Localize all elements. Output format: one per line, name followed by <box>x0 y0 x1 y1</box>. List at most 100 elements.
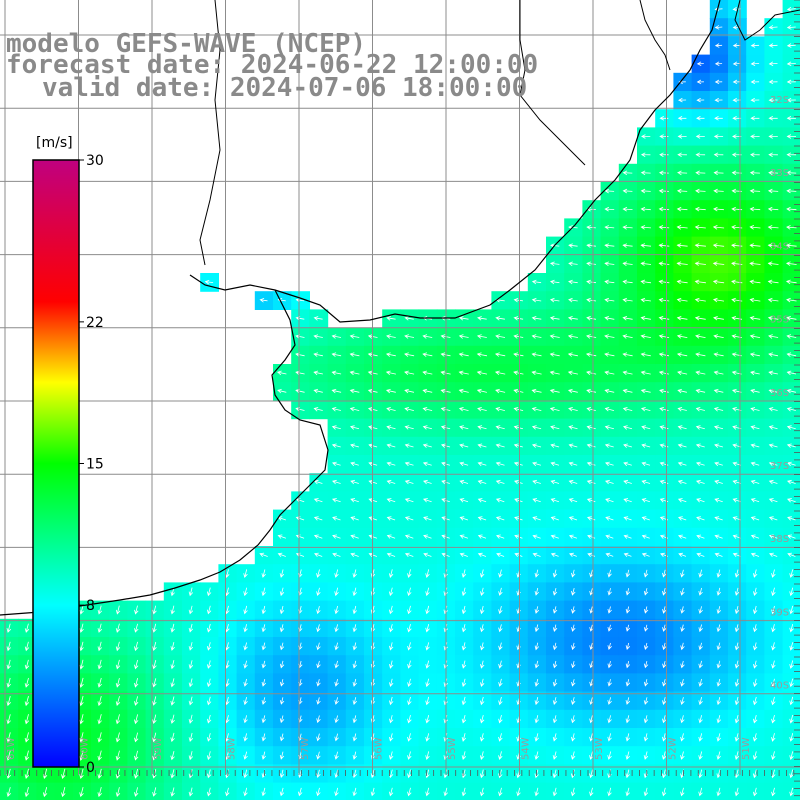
wind-arrow <box>768 461 778 467</box>
wind-arrow <box>643 787 649 797</box>
wind-arrow <box>532 552 541 558</box>
wind-arrow <box>716 715 721 724</box>
wind-arrow <box>513 316 524 321</box>
wind-arrow <box>696 516 705 521</box>
wind-arrow <box>425 787 430 797</box>
wind-arrow <box>334 678 339 687</box>
wind-arrow <box>786 97 796 103</box>
latitude-label: 36S <box>770 388 789 399</box>
wind-arrow <box>79 659 84 670</box>
wind-arrow <box>386 334 396 339</box>
wind-arrow <box>786 316 797 321</box>
wind-arrow <box>458 407 469 412</box>
wind-arrow <box>6 623 12 633</box>
wind-arrow <box>694 225 706 230</box>
wind-arrow <box>571 733 576 742</box>
wind-arrow <box>425 696 430 706</box>
wind-arrow <box>698 606 703 614</box>
wind-arrow <box>188 623 194 633</box>
wind-arrow <box>152 732 157 743</box>
wind-arrow <box>767 279 779 285</box>
wind-arrow <box>170 678 175 688</box>
wind-arrow <box>549 352 560 357</box>
wind-arrow <box>696 479 705 485</box>
wind-arrow <box>352 660 357 669</box>
wind-arrow <box>480 605 485 615</box>
wind-arrow <box>188 696 194 706</box>
wind-arrow <box>352 715 357 724</box>
wind-arrow <box>316 660 321 669</box>
wind-arrow <box>622 188 633 194</box>
wind-arrow <box>714 461 723 467</box>
wind-arrow <box>771 642 776 651</box>
wind-arrow <box>587 534 596 539</box>
wind-arrow <box>789 569 794 578</box>
wind-arrow <box>604 261 615 267</box>
wind-arrow <box>297 787 303 797</box>
wind-arrow <box>716 587 721 596</box>
wind-arrow <box>334 769 339 779</box>
wind-arrow <box>480 624 485 633</box>
wind-arrow <box>24 641 30 652</box>
wind-arrow <box>477 443 487 448</box>
wind-arrow <box>477 479 487 485</box>
wind-arrow <box>404 534 414 539</box>
wind-arrow <box>571 679 576 687</box>
wind-arrow <box>243 569 248 579</box>
wind-arrow <box>571 587 576 596</box>
wind-arrow <box>586 243 596 248</box>
wind-arrow <box>586 316 597 321</box>
wind-arrow <box>568 297 578 303</box>
wind-arrow <box>24 750 30 761</box>
wind-arrow <box>714 534 723 539</box>
wind-arrow <box>785 261 797 266</box>
wind-arrow <box>640 352 651 357</box>
wind-arrow <box>261 697 267 705</box>
wind-arrow <box>789 623 794 633</box>
wind-arrow <box>786 134 797 139</box>
wind-arrow <box>731 261 743 266</box>
wind-arrow <box>476 388 487 394</box>
wind-arrow <box>694 316 706 321</box>
wind-arrow <box>677 116 687 121</box>
wind-arrow <box>279 715 285 724</box>
wind-arrow <box>498 787 503 797</box>
wind-arrow <box>97 641 102 652</box>
wind-arrow <box>607 733 612 742</box>
wind-arrow <box>678 534 687 539</box>
wind-arrow <box>789 714 794 724</box>
wind-arrow <box>188 751 194 761</box>
longitude-label: 60W <box>80 737 91 760</box>
wind-arrow <box>386 534 396 539</box>
wind-arrow <box>678 97 687 103</box>
wind-arrow <box>658 279 670 285</box>
wind-arrow <box>134 768 139 779</box>
wind-arrow <box>152 641 157 652</box>
wind-arrow <box>480 569 485 578</box>
wind-arrow <box>696 116 705 121</box>
wind-arrow <box>461 587 467 597</box>
wind-arrows-layer <box>6 6 797 798</box>
map-labels: 32S 33S 34S 35S 36S 37S 38S 39S 40S 61W 60W 59W 58W 5… <box>6 95 789 760</box>
wind-arrow <box>461 605 467 615</box>
wind-arrow <box>243 587 248 597</box>
wind-arrow <box>261 660 266 669</box>
wind-arrow <box>589 697 594 705</box>
wind-arrow <box>423 552 432 557</box>
wind-arrow <box>480 587 485 597</box>
forecast-date: forecast date: 2024-06-22 12:00:00 <box>6 50 538 80</box>
wind-arrow <box>640 297 651 303</box>
wind-arrow <box>24 732 30 743</box>
model-title: modelo GEFS-WAVE (NCEP) <box>6 29 366 59</box>
wind-arrow <box>550 479 560 485</box>
wind-arrow <box>495 498 505 503</box>
wind-arrow <box>552 769 558 779</box>
wind-arrow <box>625 697 631 705</box>
wind-arrow <box>604 425 615 430</box>
wind-arrow <box>641 425 651 430</box>
wind-arrow <box>658 352 670 357</box>
wind-arrow <box>334 642 339 651</box>
wind-arrow <box>753 642 758 651</box>
wind-arrow <box>313 388 323 394</box>
wind-arrow <box>641 552 650 558</box>
